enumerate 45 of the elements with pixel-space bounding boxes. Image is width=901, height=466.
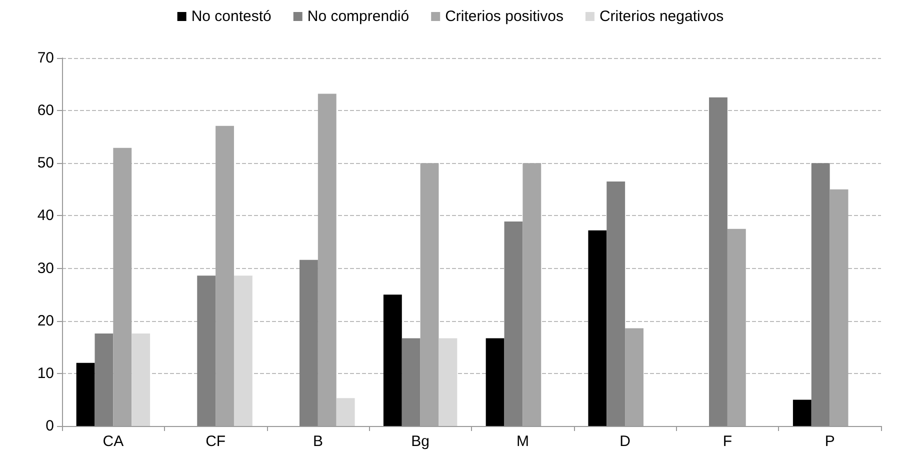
bar bbox=[504, 221, 523, 426]
legend-label: No comprendió bbox=[307, 8, 410, 25]
legend-label: Criterios positivos bbox=[445, 8, 564, 25]
y-tick-label: 50 bbox=[37, 154, 54, 172]
y-tick-label: 70 bbox=[37, 50, 54, 66]
bar bbox=[300, 260, 318, 426]
bar bbox=[132, 333, 150, 426]
x-tick-label: B bbox=[312, 433, 323, 450]
x-tick-label: CF bbox=[206, 433, 226, 450]
x-tick-label: D bbox=[620, 433, 631, 450]
bar bbox=[625, 328, 644, 426]
bar bbox=[197, 276, 216, 426]
bar bbox=[318, 94, 336, 426]
legend-label: No contestó bbox=[191, 8, 272, 25]
y-tick-label: 40 bbox=[37, 207, 54, 224]
x-tick-label: P bbox=[824, 433, 835, 450]
bar bbox=[588, 230, 607, 426]
bar bbox=[76, 362, 95, 426]
y-tick-label: 20 bbox=[37, 312, 54, 330]
bar bbox=[94, 333, 114, 426]
bar bbox=[606, 182, 626, 426]
y-tick-label: 10 bbox=[37, 364, 54, 382]
bar bbox=[438, 338, 458, 426]
legend-label: Criterios negativos bbox=[599, 8, 724, 25]
y-tick-label: 0 bbox=[46, 418, 54, 434]
bar bbox=[709, 97, 728, 426]
bar bbox=[792, 400, 812, 426]
bar bbox=[727, 228, 746, 426]
bar bbox=[811, 163, 830, 426]
bar bbox=[420, 163, 439, 426]
x-tick-label: CA bbox=[102, 433, 124, 450]
y-tick-label: 60 bbox=[37, 102, 54, 120]
bar bbox=[234, 276, 252, 426]
bar bbox=[830, 189, 848, 426]
bar bbox=[336, 398, 355, 426]
x-tick-label: F bbox=[722, 433, 732, 450]
bar bbox=[402, 338, 420, 426]
bar bbox=[216, 126, 234, 426]
bar bbox=[113, 148, 132, 426]
x-tick-label: M bbox=[516, 433, 529, 450]
bar bbox=[383, 294, 402, 426]
x-tick-label: Bg bbox=[411, 433, 430, 450]
y-tick-label: 30 bbox=[37, 260, 54, 277]
bar bbox=[522, 163, 542, 426]
bar bbox=[486, 338, 504, 426]
